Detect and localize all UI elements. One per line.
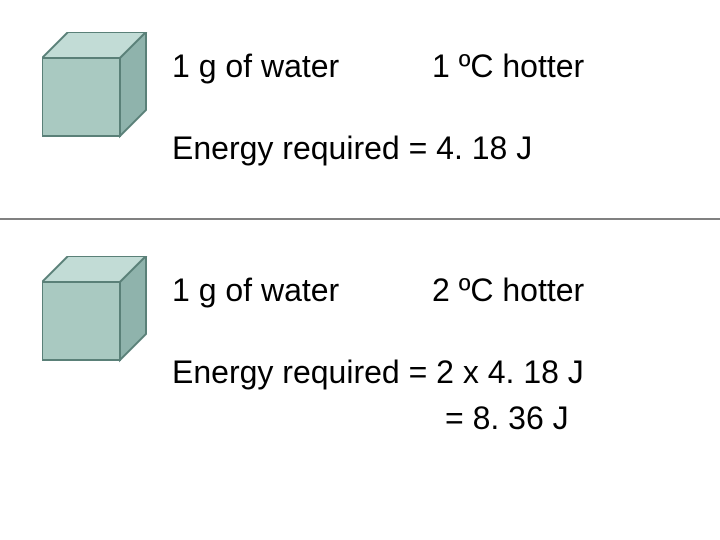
cube-icon xyxy=(42,256,152,366)
delta-t-label-2: 2 ºC hotter xyxy=(432,272,584,309)
energy-line-1: Energy required = 4. 18 J xyxy=(172,130,532,167)
energy-line-2a: Energy required = 2 x 4. 18 J xyxy=(172,354,584,391)
delta-t-label-1: 1 ºC hotter xyxy=(432,48,584,85)
cube-icon xyxy=(42,32,152,142)
water-cube-1 xyxy=(42,32,152,147)
divider xyxy=(0,218,720,220)
energy-line-2b: = 8. 36 J xyxy=(445,400,569,437)
water-cube-2 xyxy=(42,256,152,371)
mass-label-2: 1 g of water xyxy=(172,272,339,309)
mass-label-1: 1 g of water xyxy=(172,48,339,85)
